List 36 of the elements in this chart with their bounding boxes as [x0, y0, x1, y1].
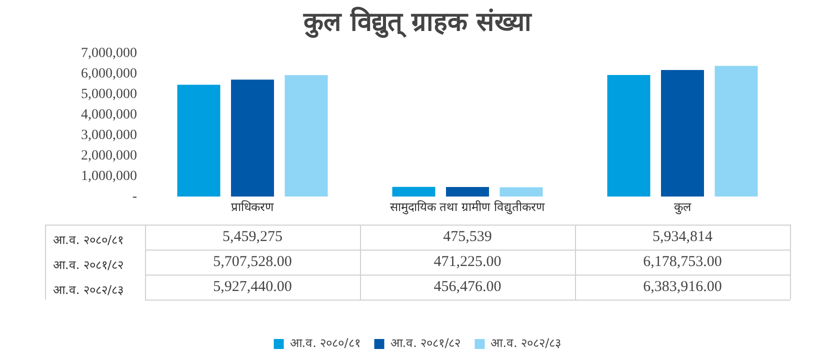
bar — [231, 80, 274, 197]
y-tick-label: 6,000,000 — [81, 66, 137, 82]
data-label: 5,707,528.00 — [213, 254, 292, 270]
bar — [607, 75, 650, 197]
data-label: 471,225.00 — [434, 254, 502, 270]
y-tick-label: 5,000,000 — [81, 86, 137, 102]
y-tick-label: 4,000,000 — [81, 107, 137, 122]
text: आ.व. २०८२/८३ — [53, 283, 124, 298]
y-tick-label: 1,000,000 — [81, 168, 137, 184]
text: आ.व. २०८०/८१ — [53, 233, 124, 248]
legend-label: आ.व. २०८२/८३ — [490, 336, 562, 350]
y-tick-label: 2,000,000 — [81, 148, 137, 164]
bar — [500, 187, 543, 197]
x-tick-label: सामुदायिक तथा ग्रामीण विद्युतीकरण — [390, 200, 546, 215]
data-label: 5,459,275 — [222, 229, 282, 246]
data-label: 6,178,753.00 — [643, 254, 722, 270]
data-label: 456,476.00 — [434, 279, 502, 296]
bar — [392, 186, 436, 197]
bar — [284, 75, 328, 197]
legend-label: आ.व. २०८०/८१ — [290, 336, 360, 350]
y-tick-label: 7,000,000 — [81, 46, 137, 61]
text: आ.व. २०८१/८२ — [53, 258, 124, 272]
y-tick-label: - — [132, 189, 138, 204]
y-tick-label: 3,000,000 — [81, 128, 137, 143]
bar — [446, 186, 489, 197]
data-label: 475,539 — [443, 229, 492, 246]
data-label: 5,934,814 — [652, 229, 713, 246]
legend-label: आ.व. २०८१/८२ — [390, 336, 461, 350]
x-tick-label: प्राधिकरण — [231, 200, 274, 214]
bar — [661, 70, 704, 197]
bar — [177, 84, 220, 197]
x-tick-label: कुल — [674, 200, 692, 215]
chart-title: कुल विद्युत् ग्राहक संख्या — [302, 6, 533, 38]
bar — [714, 66, 758, 197]
data-label: 6,383,916.00 — [643, 279, 722, 296]
data-label: 5,927,440.00 — [213, 279, 292, 296]
